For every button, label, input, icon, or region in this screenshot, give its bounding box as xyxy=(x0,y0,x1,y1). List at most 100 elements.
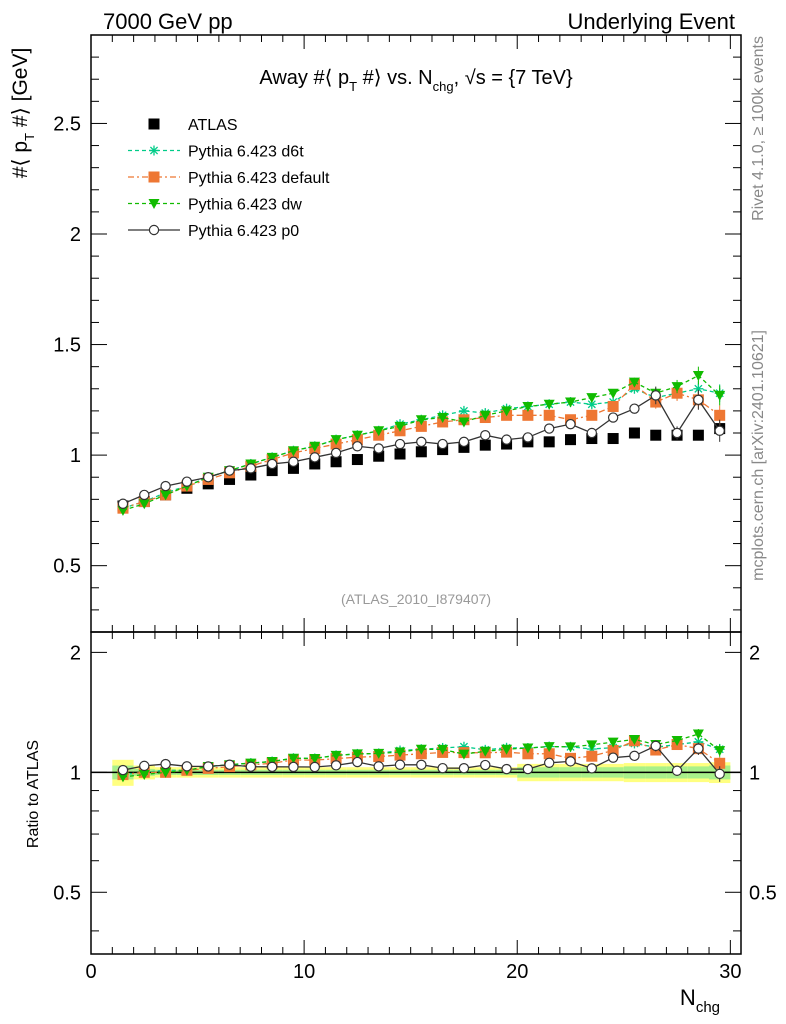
y-tick-label: 2.5 xyxy=(53,113,81,135)
ratio-data-point xyxy=(565,742,577,753)
ratio-data-point xyxy=(181,761,193,772)
y-tick-label: 1 xyxy=(70,445,81,467)
x-tick-label: 30 xyxy=(719,961,741,983)
ratio-data-point xyxy=(671,736,683,747)
ratio-y-tick-label: 2 xyxy=(70,642,81,664)
data-point xyxy=(224,473,236,485)
data-point xyxy=(415,415,427,426)
ratio-y-tick-label-right: 1 xyxy=(749,762,760,784)
data-point xyxy=(628,377,640,388)
data-point xyxy=(394,448,406,460)
x-tick-label: 0 xyxy=(85,961,96,983)
ratio-data-point xyxy=(607,752,619,763)
legend-marker xyxy=(148,171,160,183)
ratio-data-point xyxy=(330,750,342,761)
ratio-data-point xyxy=(565,756,576,767)
data-point xyxy=(415,446,427,458)
data-point xyxy=(373,443,384,454)
ratio-data-point xyxy=(394,747,406,758)
ratio-y-tick-label: 0.5 xyxy=(53,882,81,904)
data-point xyxy=(181,476,193,487)
data-point xyxy=(565,397,577,408)
ratio-data-point xyxy=(671,765,683,776)
ratio-data-point xyxy=(522,748,534,760)
legend-label: Pythia 6.423 p0 xyxy=(188,223,299,240)
data-point xyxy=(543,423,555,434)
data-point xyxy=(458,405,469,416)
data-point xyxy=(288,456,299,467)
ratio-data-point xyxy=(288,761,299,773)
ratio-data-point xyxy=(458,762,470,774)
ratio-data-point xyxy=(266,761,278,773)
data-point xyxy=(586,399,597,410)
x-tick-label: 20 xyxy=(506,961,528,983)
ratio-data-point xyxy=(586,740,598,751)
ratio-data-point xyxy=(437,744,449,755)
ratio-data-point xyxy=(522,763,534,775)
data-point xyxy=(373,450,385,462)
data-point xyxy=(245,463,257,474)
data-point xyxy=(692,371,704,382)
data-point xyxy=(629,403,640,414)
analysis-id: (ATLAS_2010_I879407) xyxy=(341,591,491,607)
data-point xyxy=(565,434,577,446)
ratio-data-point xyxy=(373,761,384,772)
y-tick-label: 2 xyxy=(70,224,81,246)
data-point xyxy=(607,400,619,412)
data-point xyxy=(309,441,321,452)
data-point xyxy=(522,401,534,412)
data-point xyxy=(586,393,598,404)
data-point xyxy=(565,418,576,430)
data-point xyxy=(309,452,320,463)
data-point xyxy=(160,490,172,501)
data-point xyxy=(203,472,214,483)
legend-marker xyxy=(148,224,160,236)
ratio-data-point xyxy=(501,744,513,755)
ratio-data-point xyxy=(692,729,704,740)
legend-label: Pythia 6.423 default xyxy=(188,170,330,187)
data-point xyxy=(437,438,448,450)
data-point xyxy=(714,409,726,421)
data-point xyxy=(266,452,278,463)
data-point xyxy=(458,417,470,428)
data-point xyxy=(522,409,534,421)
ratio-y-tick-label-right: 0.5 xyxy=(749,882,777,904)
ratio-data-point xyxy=(586,763,598,774)
ratio-data-point xyxy=(607,737,619,748)
data-point xyxy=(266,458,278,470)
legend-label: Pythia 6.423 d6t xyxy=(188,144,304,161)
ratio-data-point xyxy=(543,742,555,753)
ratio-data-point xyxy=(139,760,150,772)
ratio-frame xyxy=(90,631,742,955)
ratio-data-point xyxy=(309,761,320,773)
data-point xyxy=(266,465,278,477)
data-point xyxy=(479,439,491,451)
data-point xyxy=(415,420,427,432)
data-point xyxy=(543,399,555,410)
ratio-data-point xyxy=(543,757,555,769)
header-left: 7000 GeV pp xyxy=(103,9,233,34)
data-point xyxy=(224,465,235,476)
ratio-data-point xyxy=(117,764,129,776)
ratio-data-point xyxy=(203,761,214,772)
ratio-data-point xyxy=(479,746,491,757)
y-tick-label: 1.5 xyxy=(53,335,81,357)
data-point xyxy=(373,426,385,437)
ratio-y-tick-label-right: 2 xyxy=(749,642,760,664)
ratio-data-point xyxy=(245,761,257,772)
data-point xyxy=(480,430,491,441)
ratio-y-tick-label: 1 xyxy=(70,762,81,784)
data-point xyxy=(287,446,299,457)
data-point xyxy=(671,427,683,439)
data-point xyxy=(543,436,555,448)
ratio-data-point xyxy=(224,759,235,770)
mcplots-label: mcplots.cern.ch [arXiv:2401.10621] xyxy=(750,330,767,581)
data-point xyxy=(351,430,363,441)
legend-marker xyxy=(148,118,160,130)
ratio-data-point xyxy=(160,758,171,770)
data-point xyxy=(245,469,257,481)
data-point xyxy=(607,412,619,423)
data-point xyxy=(309,458,321,470)
data-point xyxy=(437,413,449,424)
